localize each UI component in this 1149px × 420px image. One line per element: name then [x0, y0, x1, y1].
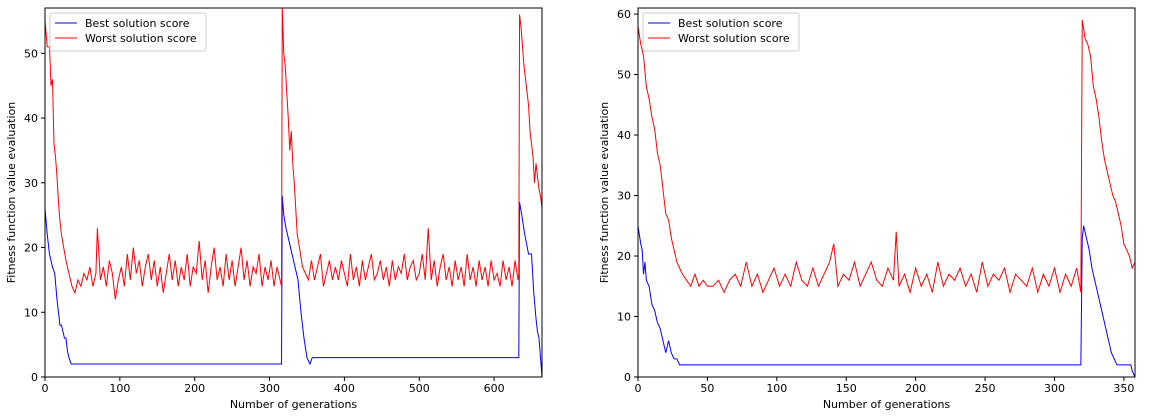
legend-box — [642, 12, 800, 52]
y-axis-label: Fitness function value evaluation — [5, 102, 18, 283]
x-tick-label: 600 — [484, 382, 505, 395]
series-line-worst — [638, 20, 1135, 295]
x-tick-label: 300 — [1044, 382, 1065, 395]
y-tick-label: 0 — [624, 371, 631, 384]
y-tick-label: 40 — [617, 129, 631, 142]
x-tick-label: 400 — [334, 382, 355, 395]
y-tick-label: 50 — [24, 47, 38, 60]
x-tick-label: 350 — [1113, 382, 1134, 395]
legend-label-worst: Worst solution score — [678, 32, 790, 45]
y-tick-label: 60 — [617, 8, 631, 21]
x-tick-label: 0 — [42, 382, 49, 395]
x-tick-label: 250 — [975, 382, 996, 395]
x-tick-label: 300 — [259, 382, 280, 395]
legend-label-worst: Worst solution score — [85, 32, 197, 45]
legend: Best solution score Worst solution score — [642, 12, 800, 52]
plot-frame — [637, 7, 1136, 378]
x-tick-label: 500 — [409, 382, 430, 395]
y-tick-label: 30 — [617, 190, 631, 203]
legend: Best solution score Worst solution score — [49, 12, 207, 52]
right-chart: 0 50 100 150 200 250 300 350 0 10 20 30 40 50 60 Number… — [598, 7, 1136, 411]
x-tick-label: 200 — [905, 382, 926, 395]
y-tick-label: 10 — [617, 311, 631, 324]
x-tick-label: 150 — [836, 382, 857, 395]
left-chart: 0 100 200 300 400 500 600 0 10 20 30 40 50 Number of … — [5, 7, 543, 411]
x-tick-label: 50 — [700, 382, 714, 395]
series-line-best — [638, 225, 1135, 377]
x-tick-label: 100 — [109, 382, 130, 395]
y-axis-label: Fitness function value evaluation — [598, 102, 611, 283]
x-axis-label: Number of generations — [823, 398, 951, 411]
legend-label-best: Best solution score — [85, 17, 190, 30]
y-tick-label: 0 — [31, 371, 38, 384]
series-line-worst — [45, 8, 542, 300]
plot-frame — [44, 7, 543, 378]
x-axis-label: Number of generations — [230, 398, 358, 411]
x-tick-label: 100 — [766, 382, 787, 395]
y-tick-label: 50 — [617, 69, 631, 82]
y-tick-label: 20 — [24, 242, 38, 255]
x-tick-label: 200 — [184, 382, 205, 395]
y-tick-label: 20 — [617, 250, 631, 263]
legend-box — [49, 12, 207, 52]
y-tick-label: 40 — [24, 112, 38, 125]
legend-label-best: Best solution score — [678, 17, 783, 30]
y-tick-label: 30 — [24, 177, 38, 190]
x-tick-label: 0 — [635, 382, 642, 395]
series-line-best — [45, 195, 542, 377]
y-tick-label: 10 — [24, 306, 38, 319]
